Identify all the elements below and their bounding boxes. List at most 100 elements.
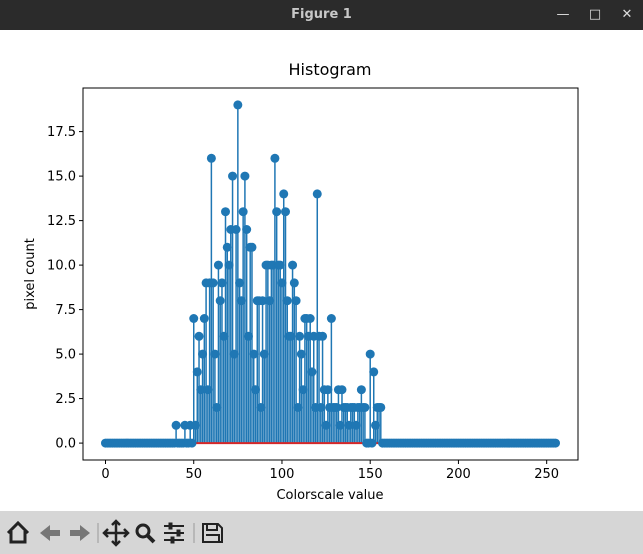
window-title: Figure 1 <box>291 7 352 22</box>
stem-marker <box>212 402 222 412</box>
stem-marker <box>242 225 252 235</box>
stem-marker <box>376 402 386 412</box>
chart-title: Histogram <box>289 60 372 79</box>
title-bar: Figure 1 — □ ✕ <box>0 0 643 30</box>
stem-marker <box>191 420 200 430</box>
stem-marker <box>210 349 220 359</box>
stem-marker <box>196 385 206 395</box>
y-tick-label: 5.0 <box>55 348 76 363</box>
stem-marker <box>279 189 289 199</box>
stem-marker <box>213 260 223 270</box>
stem-marker <box>332 402 342 412</box>
minimize[interactable]: — <box>556 7 570 22</box>
stem-marker <box>208 278 218 288</box>
x-tick-label: 150 <box>358 467 383 482</box>
pan-button[interactable] <box>102 519 130 547</box>
y-tick-label: 7.5 <box>55 303 76 318</box>
home-button[interactable] <box>6 520 30 544</box>
stem-marker <box>344 420 354 430</box>
stem-marker <box>323 385 333 395</box>
stem-marker <box>551 438 560 448</box>
toolbar <box>0 511 643 554</box>
stem-marker <box>258 296 268 306</box>
stem-marker <box>275 260 285 270</box>
stem-marker <box>316 402 326 412</box>
stem-marker <box>249 349 259 359</box>
zoom-button[interactable] <box>135 523 151 539</box>
y-tick-label: 10.0 <box>47 259 76 274</box>
stem-marker <box>270 153 280 163</box>
stem-marker <box>291 296 301 306</box>
stem-marker <box>187 438 197 448</box>
stem-marker <box>229 349 239 359</box>
forward-button[interactable] <box>70 525 90 541</box>
stem-marker <box>305 313 315 323</box>
stem-marker <box>277 278 287 288</box>
stem-marker <box>215 296 225 306</box>
stem-marker <box>233 100 243 110</box>
y-axis-label: pixel count <box>23 238 38 310</box>
stem-marker <box>367 438 377 448</box>
stem-marker <box>243 331 253 341</box>
stem-marker <box>321 420 331 430</box>
stem-marker <box>236 296 246 306</box>
axes-frame <box>82 87 579 461</box>
save-button[interactable] <box>202 523 223 543</box>
stem-marker <box>238 207 248 217</box>
x-tick-label: 100 <box>270 467 295 482</box>
stem-marker <box>371 420 380 430</box>
x-tick-label: 250 <box>534 467 559 482</box>
stem-marker <box>217 278 227 288</box>
stem-marker <box>171 420 181 430</box>
stem-marker <box>286 331 296 341</box>
stem-marker <box>219 331 229 341</box>
stem-marker <box>326 313 336 323</box>
stem-marker <box>272 207 282 217</box>
stem-marker <box>198 349 208 359</box>
stem-marker <box>360 402 370 412</box>
y-tick-label: 0.0 <box>55 437 76 452</box>
stem-marker <box>356 385 366 395</box>
stem-marker <box>194 331 204 341</box>
chart: Histogram Colorscale value pixel count 0… <box>0 30 643 511</box>
stem-marker <box>312 189 322 199</box>
stem-marker <box>307 367 317 377</box>
stem-marker <box>289 278 299 288</box>
y-tick-label: 12.5 <box>47 214 76 229</box>
stem-marker <box>282 296 292 306</box>
stem-marker <box>259 349 269 359</box>
stem-marker <box>365 349 375 359</box>
x-tick-label: 50 <box>185 467 202 482</box>
close[interactable]: ✕ <box>621 7 633 22</box>
stem-marker <box>337 385 347 395</box>
window-controls: — □ ✕ <box>547 0 643 30</box>
stem-marker <box>298 385 308 395</box>
stem-marker <box>251 385 260 395</box>
stem-marker <box>288 260 298 270</box>
stem-marker <box>318 331 328 341</box>
stem-marker <box>247 242 257 252</box>
stem-marker <box>335 420 345 430</box>
stem-marker <box>256 402 266 412</box>
x-tick-label: 0 <box>101 467 109 482</box>
stem-marker <box>189 313 199 323</box>
y-tick-label: 2.5 <box>55 392 76 407</box>
x-tick-label: 200 <box>446 467 471 482</box>
stem-marker <box>231 225 241 235</box>
stem-marker <box>199 313 209 323</box>
stem-marker <box>221 207 230 217</box>
stem-marker <box>228 171 238 181</box>
stem-marker <box>351 420 361 430</box>
stem-marker <box>281 207 290 217</box>
stem-marker <box>296 349 306 359</box>
stem-marker <box>222 242 232 252</box>
stem-marker <box>265 296 275 306</box>
back-button[interactable] <box>40 525 60 541</box>
x-axis-label: Colorscale value <box>276 488 383 503</box>
stem-marker <box>240 171 250 181</box>
y-tick-label: 15.0 <box>47 170 76 185</box>
maximize[interactable]: □ <box>588 7 602 22</box>
stem-marker <box>369 367 379 377</box>
stem-marker <box>206 153 216 163</box>
